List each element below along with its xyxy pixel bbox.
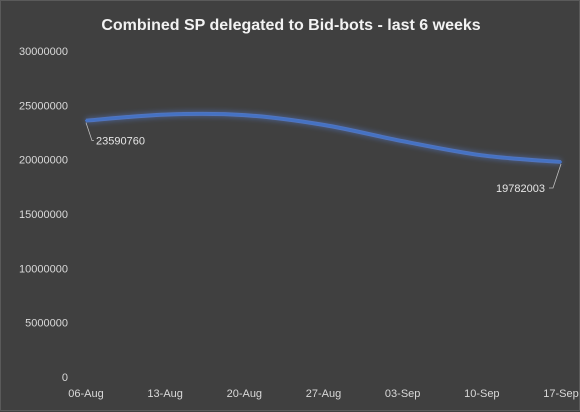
data-label-leader bbox=[549, 163, 562, 189]
data-label-leader bbox=[85, 122, 94, 142]
x-tick-label: 06-Aug bbox=[68, 388, 103, 400]
x-tick-label: 03-Sep bbox=[385, 388, 420, 400]
x-tick-label: 13-Aug bbox=[147, 388, 182, 400]
data-point bbox=[322, 123, 325, 126]
x-axis-ticks: 06-Aug 13-Aug 20-Aug 27-Aug 03-Sep 10-Sep 17-S… bbox=[68, 388, 578, 400]
x-tick-label: 20-Aug bbox=[227, 388, 262, 400]
y-tick-label: 30000000 bbox=[19, 46, 68, 58]
data-point bbox=[480, 154, 483, 157]
data-point bbox=[560, 161, 562, 164]
y-tick-label: 5000000 bbox=[25, 318, 68, 330]
series-group bbox=[85, 111, 562, 165]
data-point bbox=[243, 114, 246, 117]
data-point bbox=[401, 140, 404, 143]
series-line-glow bbox=[85, 111, 562, 165]
data-labels-group: 23590760 19782003 bbox=[85, 122, 562, 195]
data-label: 19782003 bbox=[496, 183, 545, 195]
y-tick-label: 0 bbox=[62, 372, 68, 384]
y-tick-label: 15000000 bbox=[19, 209, 68, 221]
y-axis-ticks: 0 5000000 10000000 15000000 20000000 25000000… bbox=[19, 46, 68, 384]
chart-title: Combined SP delegated to Bid-bots - last… bbox=[101, 17, 480, 34]
y-tick-label: 10000000 bbox=[19, 263, 68, 275]
data-label: 23590760 bbox=[96, 136, 145, 148]
data-point bbox=[85, 119, 87, 122]
x-tick-label: 10-Sep bbox=[464, 388, 499, 400]
data-point bbox=[164, 113, 167, 116]
y-tick-label: 25000000 bbox=[19, 100, 68, 112]
x-tick-label: 17-Sep bbox=[543, 388, 578, 400]
y-tick-label: 20000000 bbox=[19, 155, 68, 167]
x-tick-label: 27-Aug bbox=[306, 388, 341, 400]
